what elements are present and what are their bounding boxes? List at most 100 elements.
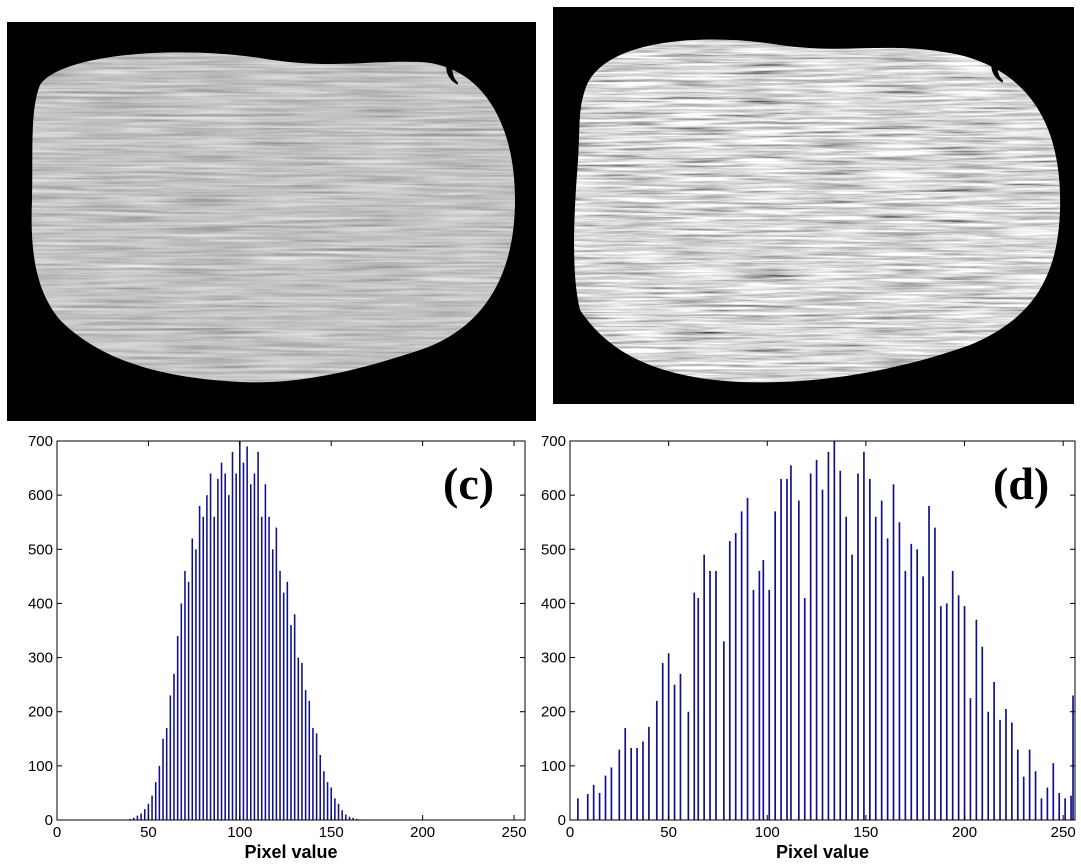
y-tick-label: 700 [28, 433, 53, 450]
bar [604, 775, 607, 820]
bar [231, 451, 234, 820]
bar [260, 516, 263, 820]
bar [993, 681, 995, 820]
bar [969, 698, 972, 820]
bar [158, 765, 161, 820]
bar [892, 484, 895, 820]
bar [857, 473, 859, 820]
bar [136, 815, 139, 820]
bar [951, 570, 954, 820]
bar [723, 641, 725, 820]
bar [655, 700, 658, 820]
bar [642, 741, 644, 820]
x-tick-label: 50 [660, 824, 677, 841]
bar [337, 803, 340, 820]
bar [618, 749, 621, 820]
bar [598, 792, 601, 820]
bar [217, 478, 219, 820]
bar [301, 662, 303, 820]
x-tick-label: 200 [410, 824, 435, 841]
y-tick-label: 0 [45, 812, 53, 829]
bar [746, 497, 749, 820]
bar [774, 511, 776, 820]
bar [874, 516, 877, 820]
bar [202, 516, 205, 820]
bar [880, 500, 883, 820]
bar [290, 625, 292, 820]
bar [242, 462, 245, 820]
bar [143, 809, 146, 820]
bar [1022, 776, 1025, 820]
bar [762, 560, 765, 820]
bar [610, 767, 613, 820]
bar [709, 570, 711, 820]
x-tick-label: 100 [755, 824, 780, 841]
bar [176, 635, 179, 820]
bar [916, 549, 919, 820]
bar [129, 818, 131, 820]
bar [271, 549, 274, 820]
bar [1046, 787, 1049, 820]
x-tick-label: 150 [319, 824, 344, 841]
bar [786, 478, 788, 820]
bar [586, 794, 589, 820]
y-tick-label: 600 [28, 487, 53, 504]
bar [1040, 798, 1043, 820]
panel-label: (b) [989, 32, 1045, 83]
bar [1058, 792, 1061, 820]
bar [323, 771, 325, 820]
panel-label: (c) [443, 458, 494, 509]
bar [934, 527, 936, 820]
bar [839, 470, 842, 820]
bar [213, 516, 215, 820]
bar [797, 500, 800, 820]
bar [667, 653, 670, 820]
bar [910, 543, 913, 820]
bar [851, 554, 853, 820]
x-tick-label: 200 [952, 824, 977, 841]
y-tick-label: 100 [28, 758, 53, 775]
y-tick-label: 0 [558, 812, 566, 829]
bar [345, 814, 347, 820]
bar [154, 782, 157, 820]
bar [999, 719, 1001, 820]
bar [315, 733, 318, 820]
bar [334, 798, 336, 820]
bar [945, 603, 948, 820]
bar [326, 782, 329, 820]
x-tick-label: 250 [1051, 824, 1076, 841]
bar [264, 484, 267, 820]
y-tick-label: 700 [541, 433, 566, 450]
x-tick-label: 0 [53, 824, 61, 841]
y-tick-label: 300 [541, 650, 566, 667]
x-tick-label: 0 [566, 824, 574, 841]
axes-frame [569, 440, 1076, 821]
bar [341, 810, 343, 820]
bar [151, 795, 153, 820]
x-tick-label: 250 [502, 824, 527, 841]
bar [184, 570, 186, 820]
bar [904, 570, 907, 820]
bar [348, 816, 351, 820]
y-tick-label: 500 [541, 541, 566, 558]
bar [220, 462, 223, 820]
bar [279, 570, 281, 820]
bar [869, 478, 871, 820]
bar [275, 527, 278, 820]
bar [703, 554, 705, 820]
y-tick-label: 100 [541, 758, 566, 775]
y-tick-label: 300 [28, 650, 53, 667]
bar [198, 505, 201, 820]
bar [319, 755, 322, 820]
bar [286, 581, 289, 820]
bar [1005, 709, 1007, 820]
bar [224, 473, 226, 820]
bar [715, 570, 717, 820]
bar [352, 817, 354, 820]
bar [191, 538, 194, 820]
bar [752, 589, 755, 820]
bar [928, 505, 930, 820]
bar [815, 459, 818, 820]
bar [1070, 795, 1072, 820]
bar [206, 495, 208, 820]
